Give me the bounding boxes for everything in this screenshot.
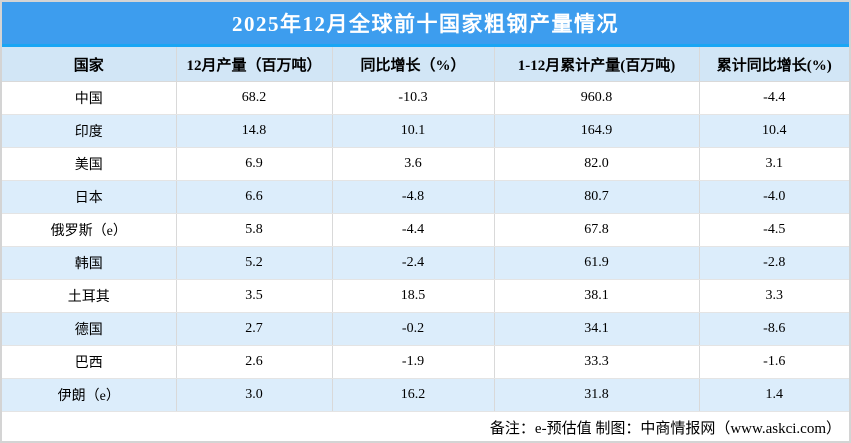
table-row: 日本 6.6 -4.8 80.7 -4.0 [2,180,849,214]
cumulative-output-cell: 61.9 [494,246,700,280]
yoy-growth-cell: -4.4 [332,213,495,247]
cumulative-output-cell: 34.1 [494,312,700,346]
steel-production-table: 国家 12月产量（百万吨） 同比增长（%） 1-12月累计产量(百万吨) 累计同… [2,47,849,412]
dec-output-cell: 3.5 [176,279,333,313]
table-body: 中国 68.2 -10.3 960.8 -4.4 印度 14.8 10.1 164.9 10.4 美… [2,81,849,412]
table-row: 中国 68.2 -10.3 960.8 -4.4 [2,81,849,115]
country-cell: 巴西 [2,345,177,379]
footer: 备注：e-预估值 制图：中商情报网（www.askci.com） [2,412,849,441]
source-note: 备注：e-预估值 制图：中商情报网（www.askci.com） [489,420,841,437]
cumulative-yoy-growth-cell: -1.6 [699,345,849,379]
country-cell: 美国 [2,147,177,181]
cumulative-yoy-growth-cell: 1.4 [699,378,849,412]
cumulative-yoy-growth-cell: -2.8 [699,246,849,280]
country-cell: 伊朗（e） [2,378,177,412]
header-dec-output: 12月产量（百万吨） [176,47,333,82]
chart-title: 2025年12月全球前十国家粗钢产量情况 [232,12,619,36]
table-row: 美国 6.9 3.6 82.0 3.1 [2,147,849,181]
country-cell: 日本 [2,180,177,214]
dec-output-cell: 2.7 [176,312,333,346]
table-row: 土耳其 3.5 18.5 38.1 3.3 [2,279,849,313]
title-divider [2,44,849,47]
yoy-growth-cell: -2.4 [332,246,495,280]
yoy-growth-cell: 3.6 [332,147,495,181]
yoy-growth-cell: 16.2 [332,378,495,412]
cumulative-yoy-growth-cell: 3.1 [699,147,849,181]
title-bar: 2025年12月全球前十国家粗钢产量情况 [2,2,849,44]
country-cell: 土耳其 [2,279,177,313]
header-cumulative-yoy-growth: 累计同比增长(%) [699,47,849,82]
yoy-growth-cell: 18.5 [332,279,495,313]
cumulative-output-cell: 960.8 [494,81,700,115]
country-cell: 德国 [2,312,177,346]
cumulative-output-cell: 80.7 [494,180,700,214]
dec-output-cell: 5.8 [176,213,333,247]
yoy-growth-cell: -4.8 [332,180,495,214]
country-cell: 中国 [2,81,177,115]
header-country: 国家 [2,47,177,82]
table-row: 韩国 5.2 -2.4 61.9 -2.8 [2,246,849,280]
table-header: 国家 12月产量（百万吨） 同比增长（%） 1-12月累计产量(百万吨) 累计同… [2,47,849,82]
cumulative-yoy-growth-cell: -4.4 [699,81,849,115]
dec-output-cell: 5.2 [176,246,333,280]
dec-output-cell: 6.9 [176,147,333,181]
cumulative-yoy-growth-cell: 3.3 [699,279,849,313]
dec-output-cell: 2.6 [176,345,333,379]
dec-output-cell: 68.2 [176,81,333,115]
table-row: 印度 14.8 10.1 164.9 10.4 [2,114,849,148]
header-cumulative-output: 1-12月累计产量(百万吨) [494,47,700,82]
cumulative-yoy-growth-cell: -4.0 [699,180,849,214]
yoy-growth-cell: -1.9 [332,345,495,379]
yoy-growth-cell: -10.3 [332,81,495,115]
cumulative-output-cell: 38.1 [494,279,700,313]
country-cell: 韩国 [2,246,177,280]
table-row: 伊朗（e） 3.0 16.2 31.8 1.4 [2,378,849,412]
cumulative-output-cell: 67.8 [494,213,700,247]
dec-output-cell: 14.8 [176,114,333,148]
country-cell: 俄罗斯（e） [2,213,177,247]
cumulative-output-cell: 164.9 [494,114,700,148]
cumulative-yoy-growth-cell: 10.4 [699,114,849,148]
cumulative-yoy-growth-cell: -8.6 [699,312,849,346]
table-row: 德国 2.7 -0.2 34.1 -8.6 [2,312,849,346]
cumulative-output-cell: 31.8 [494,378,700,412]
cumulative-output-cell: 82.0 [494,147,700,181]
header-row: 国家 12月产量（百万吨） 同比增长（%） 1-12月累计产量(百万吨) 累计同… [2,47,849,82]
cumulative-output-cell: 33.3 [494,345,700,379]
dec-output-cell: 6.6 [176,180,333,214]
table-row: 巴西 2.6 -1.9 33.3 -1.6 [2,345,849,379]
country-cell: 印度 [2,114,177,148]
yoy-growth-cell: 10.1 [332,114,495,148]
yoy-growth-cell: -0.2 [332,312,495,346]
header-yoy-growth: 同比增长（%） [332,47,495,82]
table-row: 俄罗斯（e） 5.8 -4.4 67.8 -4.5 [2,213,849,247]
dec-output-cell: 3.0 [176,378,333,412]
cumulative-yoy-growth-cell: -4.5 [699,213,849,247]
